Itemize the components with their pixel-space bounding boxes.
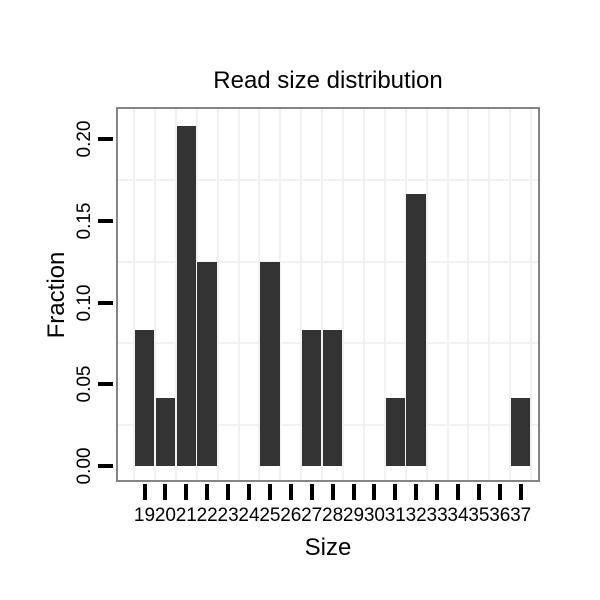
x-axis-tick xyxy=(414,484,419,500)
y-tick-label: 0.00 xyxy=(74,447,95,485)
vertical-gridline xyxy=(300,109,303,480)
vertical-gridline xyxy=(153,109,156,480)
x-tick-label: 23 xyxy=(217,505,239,526)
x-axis-tick xyxy=(163,484,168,500)
bar-27 xyxy=(301,329,322,466)
x-tick-label: 33 xyxy=(426,505,448,526)
x-tick-label: 35 xyxy=(468,505,490,526)
bar-37 xyxy=(510,397,531,466)
bar-19 xyxy=(134,329,155,466)
bar-22 xyxy=(197,261,217,466)
x-tick-label: 29 xyxy=(342,505,365,526)
x-axis-tick xyxy=(247,484,251,500)
x-axis-tick xyxy=(142,484,147,500)
vertical-gridline xyxy=(321,109,324,480)
x-tick-label: 32 xyxy=(405,505,427,526)
y-axis-tick xyxy=(98,137,113,142)
bar-25 xyxy=(260,261,280,466)
vertical-gridline xyxy=(467,109,470,480)
horizontal-gridline xyxy=(118,260,538,263)
y-axis-tick xyxy=(98,218,113,223)
bar-31 xyxy=(385,397,406,466)
y-tick-label: 0.05 xyxy=(74,365,95,403)
y-tick-label: 0.20 xyxy=(74,120,95,158)
x-tick-label: 19 xyxy=(133,505,156,526)
x-tick-label: 24 xyxy=(238,505,260,526)
x-tick-label: 34 xyxy=(447,505,469,526)
y-tick-label: 0.10 xyxy=(74,284,95,321)
plot-panel xyxy=(116,107,540,482)
x-axis-tick xyxy=(497,484,502,500)
x-tick-label: 26 xyxy=(280,505,302,526)
x-tick-label: 20 xyxy=(154,505,176,526)
x-tick-label: 28 xyxy=(322,505,344,526)
vertical-gridline xyxy=(446,109,449,480)
x-tick-label: 21 xyxy=(175,505,197,526)
x-axis-tick xyxy=(393,484,398,500)
horizontal-gridline xyxy=(118,179,538,182)
x-axis-tick xyxy=(351,484,356,500)
y-axis-tick xyxy=(98,300,113,305)
x-axis-tick xyxy=(372,484,377,500)
vertical-gridline xyxy=(342,109,345,480)
x-tick-label: 36 xyxy=(489,505,511,526)
bar-28 xyxy=(322,329,343,466)
vertical-gridline xyxy=(530,109,533,480)
y-axis-tick xyxy=(98,463,113,468)
x-tick-label: 30 xyxy=(363,505,385,526)
x-tick-label: 31 xyxy=(384,505,406,526)
vertical-gridline xyxy=(362,109,365,480)
x-tick-label: 25 xyxy=(259,505,281,526)
vertical-gridline xyxy=(258,109,261,480)
x-axis-tick xyxy=(288,484,293,500)
x-axis-tick xyxy=(267,484,272,500)
x-axis-tick xyxy=(226,484,231,500)
vertical-gridline xyxy=(133,109,136,480)
bar-32 xyxy=(406,193,426,466)
vertical-gridline xyxy=(195,109,198,480)
chart-title: Read size distribution xyxy=(213,67,443,94)
vertical-gridline xyxy=(279,109,282,480)
x-axis-tick xyxy=(518,484,523,500)
x-axis-tick xyxy=(435,484,440,500)
vertical-gridline xyxy=(425,109,428,480)
x-axis-tick xyxy=(205,484,210,500)
x-axis-tick xyxy=(309,484,314,500)
x-tick-label: 27 xyxy=(301,505,323,526)
x-axis-tick xyxy=(456,484,460,500)
vertical-gridline xyxy=(174,109,177,480)
x-axis-label: Size xyxy=(304,534,352,561)
x-tick-label: 37 xyxy=(510,505,532,526)
y-axis-tick xyxy=(98,382,113,387)
vertical-gridline xyxy=(404,109,407,480)
vertical-gridline xyxy=(237,109,240,480)
y-tick-label: 0.15 xyxy=(74,202,95,240)
bar-20 xyxy=(155,397,176,466)
x-axis-tick xyxy=(476,484,481,500)
vertical-gridline xyxy=(216,109,219,480)
vertical-gridline xyxy=(488,109,491,480)
vertical-gridline xyxy=(383,109,386,480)
x-axis-tick xyxy=(330,484,335,500)
x-tick-label: 22 xyxy=(196,505,218,526)
bar-21 xyxy=(176,125,197,466)
vertical-gridline xyxy=(509,109,512,480)
y-axis-label: Fraction xyxy=(43,251,70,339)
x-axis-tick xyxy=(184,484,189,500)
